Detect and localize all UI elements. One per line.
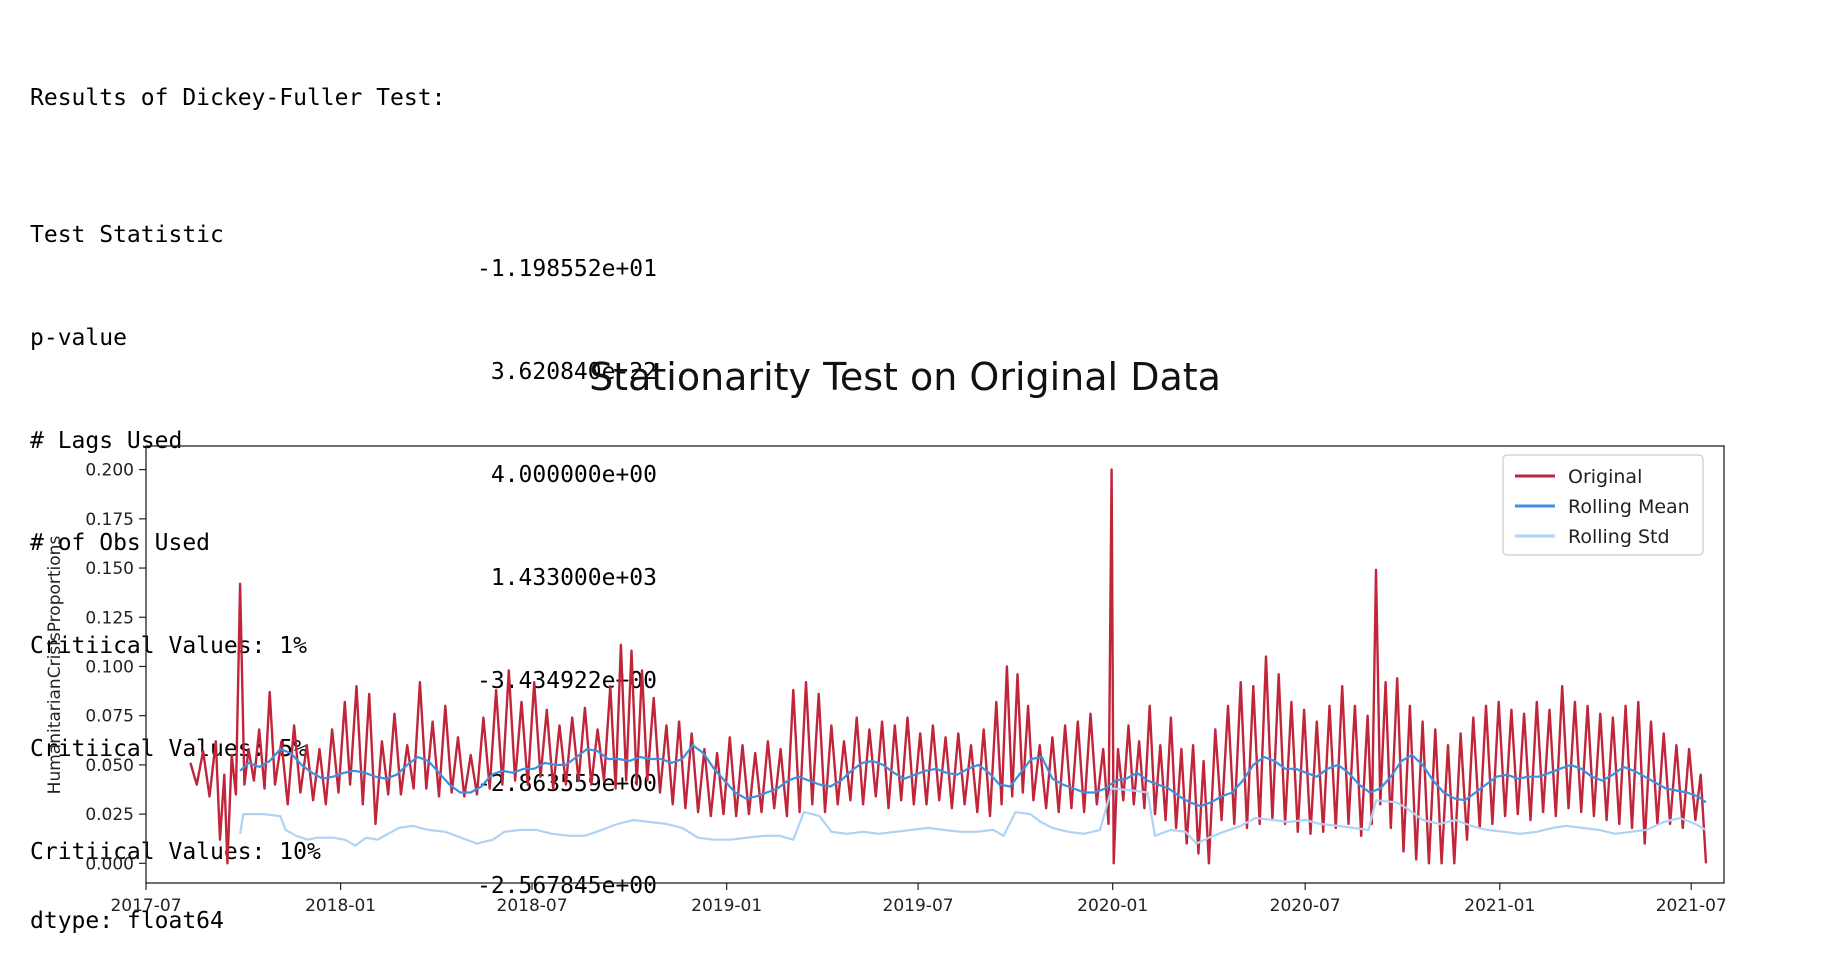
legend-box bbox=[1502, 454, 1704, 556]
df-value: 3.620840e-22 bbox=[490, 358, 657, 385]
y-tick-label: 0.200 bbox=[85, 461, 134, 481]
y-tick-label: 0.175 bbox=[85, 510, 134, 530]
df-row-test-statistic: Test Statistic -1.198552e+01 bbox=[30, 183, 657, 282]
chart-title: Stationarity Test on Original Data bbox=[589, 355, 1221, 399]
df-row-critical-10: Critiical Values: 10% -2.567845e+00 bbox=[30, 801, 657, 899]
x-tick-label: 2019-07 bbox=[883, 896, 954, 916]
legend-label: Original bbox=[1568, 466, 1642, 488]
y-tick-label: 0.050 bbox=[85, 756, 134, 776]
df-header: Results of Dickey-Fuller Test: bbox=[30, 84, 446, 111]
x-tick-label: 2020-07 bbox=[1270, 896, 1341, 916]
x-tick-label: 2021-01 bbox=[1464, 896, 1535, 916]
y-tick-label: 0.100 bbox=[85, 657, 134, 677]
df-row-obs-used: # of Obs Used 1.433000e+03 bbox=[30, 492, 657, 590]
y-tick-label: 0.125 bbox=[85, 608, 134, 628]
x-tick-label: 2018-07 bbox=[497, 896, 568, 916]
df-label: Critiical Values: 1% bbox=[30, 633, 307, 660]
x-tick-label: 2018-01 bbox=[305, 896, 376, 916]
df-row-p-value: p-value 3.620840e-22 bbox=[30, 286, 657, 385]
y-tick-label: 0.075 bbox=[85, 707, 134, 727]
df-label: p-value bbox=[30, 324, 127, 351]
x-tick-label: 2021-07 bbox=[1656, 896, 1727, 916]
y-tick-label: 0.000 bbox=[85, 854, 134, 874]
df-label: Test Statistic bbox=[30, 221, 224, 248]
x-tick-label: 2019-01 bbox=[691, 896, 762, 916]
plot-frame bbox=[145, 445, 1725, 884]
df-row-lags-used: # Lags Used 4.000000e+00 bbox=[30, 389, 657, 488]
legend-label: Rolling Std bbox=[1568, 526, 1670, 548]
x-tick-label: 2020-01 bbox=[1077, 896, 1148, 916]
df-value: 1.433000e+03 bbox=[490, 564, 657, 591]
y-tick-label: 0.025 bbox=[85, 805, 134, 825]
y-axis-label: HumanitarianCrisisProportions bbox=[45, 536, 65, 795]
y-tick-label: 0.150 bbox=[85, 559, 134, 579]
df-value: 4.000000e+00 bbox=[490, 461, 657, 488]
series-line-rolling-std bbox=[239, 787, 1707, 847]
df-value: -1.198552e+01 bbox=[476, 256, 657, 283]
x-tick-label: 2017-07 bbox=[110, 896, 181, 916]
axis-layer: 2017-07 2018-01 2018-07 2019-01 2019-07 2020-… bbox=[85, 461, 1726, 916]
stationarity-chart: Stationarity Test on Original Data 2017-… bbox=[45, 355, 1727, 916]
df-dtype: dtype: float64 bbox=[30, 907, 224, 934]
df-label: # of Obs Used bbox=[30, 530, 211, 557]
legend: Original Rolling Mean Rolling Std bbox=[1502, 454, 1704, 556]
series-layer bbox=[189, 468, 1708, 865]
df-label: # Lags Used bbox=[30, 427, 183, 454]
df-label: Critiical Values: 10% bbox=[30, 839, 321, 866]
df-value: -2.567845e+00 bbox=[476, 873, 657, 900]
series-line-original bbox=[189, 468, 1708, 865]
series-line-rolling-mean bbox=[239, 744, 1707, 808]
legend-label: Rolling Mean bbox=[1568, 496, 1690, 518]
